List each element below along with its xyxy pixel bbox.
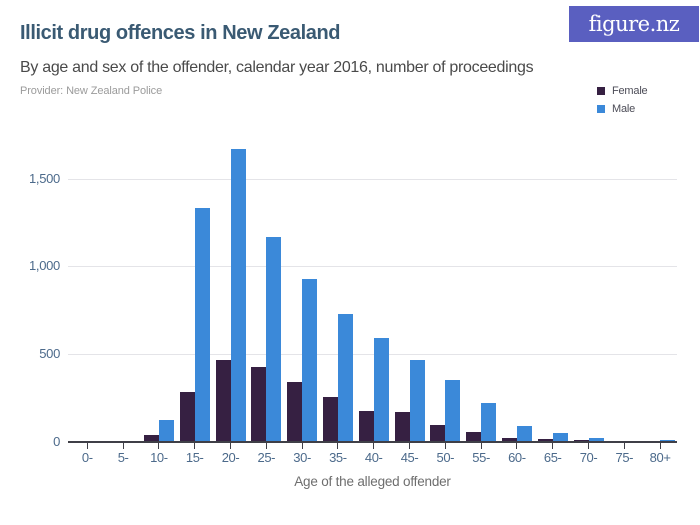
chart-legend: Female Male — [597, 84, 648, 120]
figure-nz-logo[interactable]: figure.nz — [569, 6, 699, 42]
x-axis-tick-label: 65- — [543, 449, 562, 465]
figure-nz-logo-text: figure.nz — [588, 12, 680, 36]
x-axis-tick-label: 40- — [364, 449, 383, 465]
x-axis-tick-label: 55- — [472, 449, 490, 465]
x-axis-tick-label: 20- — [221, 449, 240, 465]
x-axis-tick-label: 30- — [293, 449, 311, 465]
legend-label-male: Male — [612, 102, 636, 115]
x-axis-tick — [373, 443, 375, 449]
bar-male-30- — [302, 278, 318, 442]
bar-female-20- — [215, 359, 231, 442]
bar-male-45- — [409, 360, 425, 442]
x-axis-line — [68, 441, 677, 443]
x-axis-tick-label: 15- — [185, 449, 204, 465]
x-axis-tick — [230, 443, 231, 449]
x-axis-tick-label: 50- — [436, 449, 455, 465]
legend-label-female: Female — [612, 84, 648, 97]
x-axis-tick — [516, 443, 518, 449]
bar-female-30- — [287, 382, 303, 442]
x-axis-tick-label: 25- — [257, 449, 276, 465]
bar-male-80+ — [660, 439, 676, 442]
x-axis-tick — [588, 443, 589, 449]
gridline-1,500 — [68, 178, 677, 180]
y-axis-tick-label: 1,500 — [28, 170, 60, 186]
female-swatch-icon — [597, 86, 605, 95]
bar-female-35- — [322, 397, 338, 442]
y-axis-tick-label: 0 — [53, 433, 60, 449]
legend-item-female: Female — [597, 84, 648, 97]
x-axis-tick-label: 75- — [615, 449, 634, 465]
bar-male-35- — [337, 314, 353, 442]
x-axis-tick-label: 80+ — [649, 449, 671, 465]
x-axis-tick — [444, 443, 446, 449]
legend-item-male: Male — [597, 102, 647, 115]
bar-female-10- — [143, 434, 159, 442]
bar-male-70- — [588, 437, 604, 442]
bar-male-65- — [552, 433, 568, 442]
x-axis-tick — [480, 443, 482, 449]
chart-area: 0 500 1,000 1,500 0- 5- 10- 15- 20- 25- 30- 35- 40- 4… — [0, 130, 700, 510]
x-axis-tick-label: 70- — [579, 449, 598, 465]
bar-female-45- — [394, 411, 410, 442]
gridline-500 — [68, 353, 677, 355]
bar-female-40- — [358, 410, 374, 442]
bar-female-50- — [430, 424, 446, 442]
bar-male-20- — [230, 148, 246, 442]
x-axis-tick — [659, 443, 661, 449]
bar-male-50- — [445, 379, 461, 442]
bar-male-15- — [194, 208, 210, 442]
x-axis-tick — [265, 443, 267, 449]
bar-female-65- — [537, 438, 553, 442]
x-axis-tick — [552, 443, 554, 449]
bar-male-10- — [158, 419, 174, 442]
x-axis-tick — [623, 443, 625, 449]
x-axis-tick-label: 10- — [150, 449, 168, 465]
bar-female-60- — [501, 437, 517, 442]
x-axis-tick — [409, 443, 410, 449]
bar-male-60- — [516, 426, 532, 442]
page-subtitle: By age and sex of the offender, calendar… — [20, 59, 534, 76]
x-axis-title: Age of the alleged offender — [294, 473, 451, 489]
x-axis-tick — [158, 443, 160, 449]
x-axis-tick — [86, 443, 88, 449]
bar-male-55- — [481, 402, 497, 442]
bar-male-40- — [373, 338, 389, 442]
bar-female-15- — [179, 391, 195, 442]
x-axis-tick — [122, 443, 124, 449]
x-axis-tick — [337, 443, 339, 449]
x-axis-tick — [301, 443, 303, 449]
bar-female-55- — [466, 431, 482, 442]
male-swatch-icon — [597, 104, 605, 113]
bar-female-70- — [573, 439, 589, 442]
x-axis-tick-label: 35- — [329, 449, 347, 465]
x-axis-tick — [194, 443, 196, 449]
gridline-1,000 — [68, 266, 677, 268]
x-axis-tick-label: 0- — [81, 449, 93, 465]
y-axis-tick-label: 1,000 — [28, 258, 60, 274]
provider-text: Provider: New Zealand Police — [20, 85, 163, 97]
x-axis-tick-label: 45- — [400, 449, 419, 465]
x-axis-tick-label: 60- — [508, 449, 526, 465]
bar-female-25- — [251, 366, 267, 442]
y-axis-tick-label: 500 — [39, 345, 60, 361]
page-title: Illicit drug offences in New Zealand — [20, 22, 341, 44]
x-axis-tick-label: 5- — [117, 449, 129, 465]
bar-male-25- — [266, 237, 282, 442]
